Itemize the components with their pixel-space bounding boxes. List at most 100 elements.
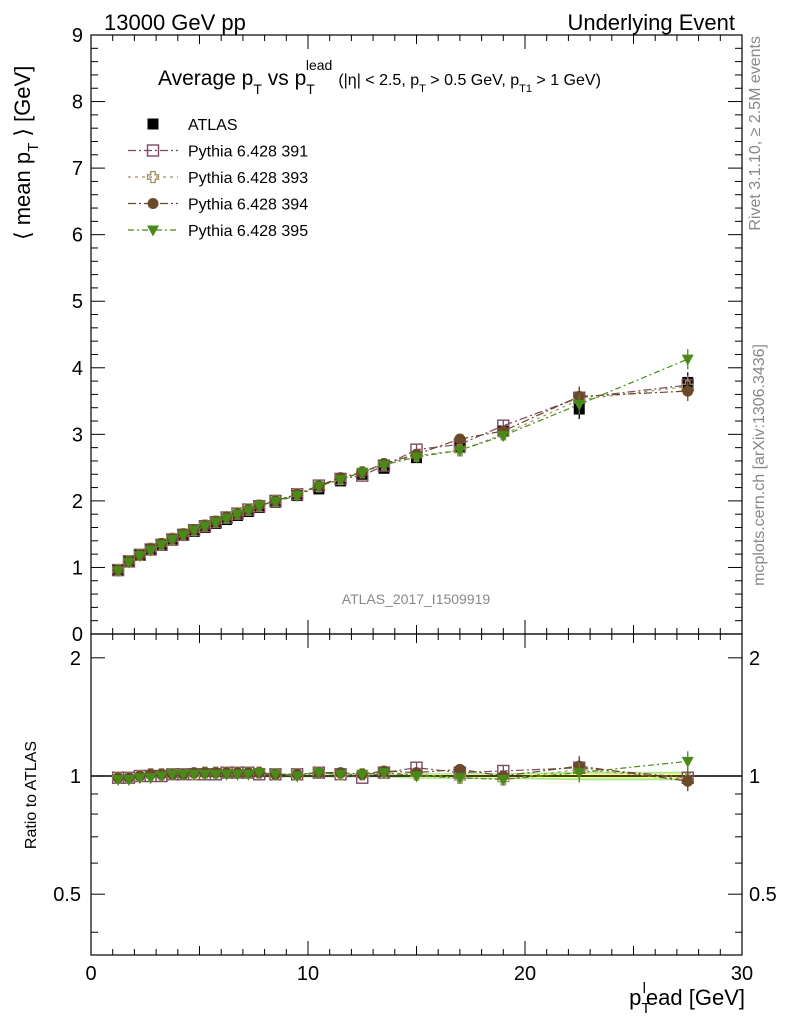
y-tick-label: 5	[72, 291, 83, 313]
ratio-point	[112, 774, 125, 786]
ratio-point	[356, 769, 369, 781]
ratio-point	[177, 769, 190, 781]
main-series-line	[117, 385, 688, 571]
main-series-4	[112, 349, 694, 578]
main-point	[188, 525, 201, 537]
ratio-point	[231, 769, 244, 781]
ratio-point	[454, 763, 466, 775]
main-point	[269, 497, 282, 509]
ratio-point	[573, 768, 586, 780]
ratio-point	[209, 769, 222, 781]
mcplots-label: mcplots.cern.ch [arXiv:1306.3436]	[751, 344, 768, 586]
main-point	[198, 521, 211, 533]
legend-label: Pythia 6.428 391	[188, 144, 308, 161]
ratio-point	[242, 769, 255, 781]
main-point	[166, 534, 179, 546]
ratio-y-tick-label-right: 2	[749, 648, 760, 670]
x-tick-label: 30	[731, 963, 753, 985]
ratio-y-tick-label-right: 0.5	[749, 884, 777, 906]
ratio-point	[188, 769, 201, 781]
x-tick-label: 20	[514, 963, 536, 985]
main-point	[122, 557, 135, 569]
main-point	[133, 550, 146, 562]
y-tick-label: 3	[72, 424, 83, 446]
y-tick-label: 2	[72, 491, 83, 513]
legend-label: Pythia 6.428 394	[188, 197, 308, 214]
legend-marker	[147, 198, 159, 209]
rivet-label: Rivet 3.1.10, ≥ 2.5M events	[747, 36, 764, 231]
ratio-point	[312, 768, 325, 780]
main-point	[453, 445, 466, 457]
main-series-line	[117, 358, 688, 572]
main-point	[155, 540, 168, 552]
x-axis-label: pTlead [GeV]	[629, 980, 745, 1017]
main-point	[454, 433, 466, 445]
legend-entry: Pythia 6.428 393	[128, 170, 308, 187]
ratio-point	[144, 773, 157, 785]
ratio-point	[291, 771, 304, 783]
legend-label: Pythia 6.428 395	[188, 223, 308, 240]
ratio-point	[220, 769, 233, 781]
ratio-point	[122, 774, 135, 786]
legend-entry: Pythia 6.428 391	[128, 144, 308, 161]
ratio-y-tick-label-right: 1	[749, 766, 760, 788]
main-series-3	[112, 381, 694, 576]
ratio-point	[166, 769, 179, 781]
main-series-line	[117, 384, 688, 571]
main-point	[209, 517, 222, 529]
legend-marker	[146, 170, 160, 184]
legend: ATLAS Pythia 6.428 391 Pythia 6.428 393 Pyt…	[128, 117, 308, 240]
y-tick-label: 0	[72, 624, 83, 646]
ratio-point	[269, 769, 282, 781]
ratio-y-tick-label: 2	[70, 648, 81, 670]
main-point	[242, 505, 255, 517]
main-point	[681, 354, 694, 366]
ratio-point	[334, 769, 347, 781]
y-tick-label: 7	[72, 158, 83, 180]
data-series	[111, 349, 694, 792]
main-point	[231, 509, 244, 521]
axes-ticks: 0 10 20 30 0 1 2 3 4 5 6 7 8 9 0.5 0.5 1 1 2 2	[53, 25, 777, 985]
main-point	[220, 513, 233, 525]
ratio-point	[198, 769, 211, 781]
legend-label: ATLAS	[188, 117, 238, 134]
main-series-2	[111, 376, 694, 577]
y-tick-label: 1	[72, 557, 83, 579]
main-point	[177, 530, 190, 542]
ratio-point	[453, 773, 466, 785]
main-point	[410, 452, 423, 464]
ratio-point	[410, 771, 423, 783]
header-right: Underlying Event	[567, 10, 735, 35]
legend-entry: ATLAS	[147, 117, 238, 134]
x-tick-label: 0	[85, 963, 96, 985]
legend-marker	[147, 225, 159, 237]
analysis-watermark: ATLAS_2017_I1509919	[342, 591, 491, 607]
main-point	[377, 460, 390, 472]
main-point	[573, 399, 586, 411]
main-point	[291, 491, 304, 503]
y-tick-label: 9	[72, 25, 83, 47]
ratio-y-tick-label: 0.5	[53, 884, 81, 906]
header-left: 13000 GeV pp	[104, 10, 246, 35]
ratio-point	[155, 771, 168, 783]
ratio-y-axis-label: Ratio to ATLAS	[23, 741, 40, 849]
main-point	[312, 481, 325, 493]
ratio-point	[377, 768, 390, 780]
legend-entry: Pythia 6.428 395	[128, 223, 308, 240]
main-point	[682, 385, 694, 397]
ratio-point	[497, 774, 510, 786]
ratio-point	[253, 768, 266, 780]
main-y-axis-label: ⟨ mean pT ⟩ [GeV]	[10, 66, 42, 240]
ratio-point	[681, 756, 694, 768]
y-tick-label: 4	[72, 358, 83, 380]
ratio-point	[682, 775, 694, 787]
main-series-0	[112, 372, 694, 575]
legend-marker	[147, 118, 159, 130]
x-tick-label: 10	[297, 963, 319, 985]
main-point	[253, 501, 266, 513]
main-point	[356, 467, 369, 479]
main-point	[112, 566, 125, 578]
ratio-plot-frame	[90, 633, 743, 956]
y-tick-label: 8	[72, 92, 83, 114]
